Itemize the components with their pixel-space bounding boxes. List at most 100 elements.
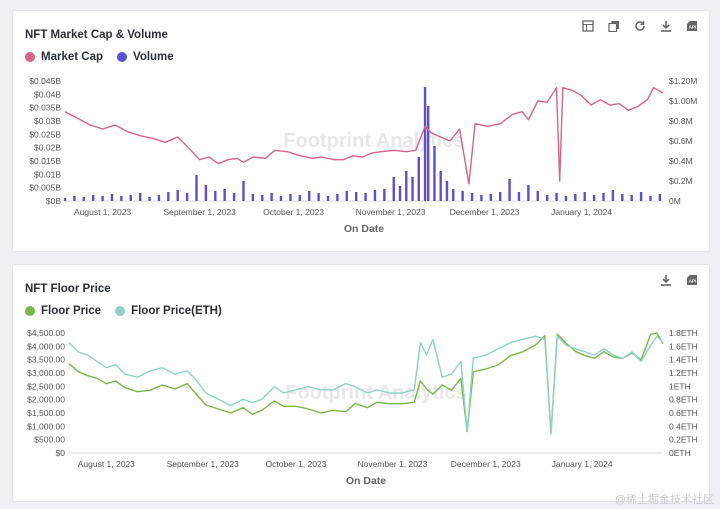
y-left-tick-label: $0.01B: [34, 169, 61, 179]
volume-bar: [91, 195, 95, 201]
floor-price-card: NFT Floor Price Floor Price Floor Price(…: [12, 264, 710, 502]
volume-bar: [405, 171, 408, 201]
volume-bar: [517, 192, 521, 201]
x-tick-label: December 1, 2023: [451, 459, 521, 469]
legend-item-floor-price-eth[interactable]: Floor Price(ETH): [115, 305, 222, 317]
download-icon[interactable]: [659, 19, 673, 33]
volume-bar: [592, 195, 596, 201]
volume-bar: [445, 181, 449, 201]
y-right-tick-label: 0.8ETH: [669, 395, 698, 405]
volume-bar: [439, 171, 442, 201]
volume-bar: [639, 192, 643, 201]
y-right-tick-label: 1ETH: [669, 381, 691, 391]
volume-bar: [120, 196, 123, 201]
volume-bar: [308, 191, 311, 201]
volume-bar: [574, 194, 577, 201]
volume-bar: [242, 181, 245, 201]
volume-bar: [498, 192, 502, 201]
table-icon[interactable]: [581, 19, 595, 33]
y-left-tick-label: $1,500.00: [27, 408, 65, 418]
svg-text:API: API: [689, 25, 697, 30]
volume-bar: [555, 193, 558, 201]
y-right-tick-label: 0M: [669, 196, 681, 206]
x-tick-label: September 1, 2023: [167, 459, 240, 469]
volume-bar: [176, 190, 179, 201]
y-right-tick-label: $0.8M: [669, 116, 693, 126]
x-tick-label: October 1, 2023: [263, 207, 324, 217]
y-left-tick-label: $0.005B: [29, 183, 61, 193]
series-line: [68, 332, 664, 434]
volume-bar: [649, 196, 652, 201]
download-icon[interactable]: [659, 273, 673, 287]
legend-label: Floor Price(ETH): [131, 305, 222, 317]
copy-icon[interactable]: [607, 19, 621, 33]
series-line: [64, 87, 664, 185]
volume-bar: [167, 192, 170, 201]
volume-bar: [185, 193, 189, 201]
chart-toolbar: API: [581, 19, 699, 33]
legend-item-floor-price[interactable]: Floor Price: [25, 305, 101, 317]
volume-bar: [204, 185, 208, 201]
volume-bar: [630, 195, 633, 201]
y-left-tick-label: $4,000.00: [27, 341, 65, 351]
y-left-tick-label: $0.03B: [34, 116, 61, 126]
volume-bar: [326, 196, 330, 201]
chart-toolbar: API: [659, 273, 699, 287]
volume-bar: [564, 196, 568, 201]
y-right-tick-label: 1.4ETH: [669, 355, 698, 365]
volume-bar: [298, 195, 302, 201]
x-tick-label: September 1, 2023: [163, 207, 236, 217]
x-tick-label: October 1, 2023: [266, 459, 327, 469]
volume-bar: [317, 193, 320, 201]
y-right-tick-label: $0.4M: [669, 156, 693, 166]
legend-item-volume[interactable]: Volume: [117, 51, 174, 63]
y-right-tick-label: 1.8ETH: [669, 328, 698, 338]
y-left-tick-label: $0.035B: [29, 103, 61, 113]
y-left-tick-label: $0.015B: [29, 156, 61, 166]
y-right-tick-label: 0.6ETH: [669, 408, 698, 418]
y-left-tick-label: $0.045B: [29, 76, 61, 86]
volume-bar: [157, 195, 161, 201]
volume-bar: [461, 191, 464, 201]
volume-bar: [480, 195, 483, 201]
volume-bar: [345, 191, 348, 201]
refresh-icon[interactable]: [633, 19, 647, 33]
api-icon[interactable]: API: [685, 19, 699, 33]
volume-bar: [658, 194, 662, 201]
volume-bar: [195, 175, 198, 201]
x-axis-title: On Date: [346, 475, 386, 487]
volume-bar: [214, 191, 217, 201]
volume-bar: [129, 195, 132, 201]
volume-bar: [417, 157, 420, 201]
x-tick-label: August 1, 2023: [74, 207, 131, 217]
legend-swatch: [25, 52, 35, 62]
y-left-tick-label: $2,000.00: [27, 395, 65, 405]
y-left-tick-label: $1,000.00: [27, 421, 65, 431]
volume-bar: [470, 193, 474, 201]
volume-bar: [364, 193, 367, 201]
legend: Floor Price Floor Price(ETH): [25, 305, 222, 317]
y-right-tick-label: 0ETH: [669, 448, 691, 458]
y-right-tick-label: $1.00M: [669, 96, 697, 106]
y-right-tick-label: 1.6ETH: [669, 341, 698, 351]
legend-swatch: [25, 306, 35, 316]
volume-bar: [223, 189, 226, 201]
x-tick-label: November 1, 2023: [357, 459, 427, 469]
volume-bar: [73, 196, 76, 201]
volume-bar: [279, 196, 283, 201]
x-axis-title: On Date: [344, 223, 384, 235]
y-right-tick-label: 1.2ETH: [669, 368, 698, 378]
x-tick-label: January 1, 2024: [551, 207, 612, 217]
y-right-tick-label: $0.2M: [669, 176, 693, 186]
volume-bar: [101, 196, 104, 201]
legend-item-market-cap[interactable]: Market Cap: [25, 51, 103, 63]
svg-text:API: API: [689, 279, 697, 284]
volume-bar: [336, 194, 339, 201]
api-icon[interactable]: API: [685, 273, 699, 287]
y-left-tick-label: $2,500.00: [27, 381, 65, 391]
volume-bar: [63, 198, 67, 201]
legend-label: Floor Price: [41, 305, 102, 317]
volume-bar: [536, 191, 539, 201]
volume-bar: [433, 146, 436, 201]
y-left-tick-label: $0.025B: [29, 129, 61, 139]
